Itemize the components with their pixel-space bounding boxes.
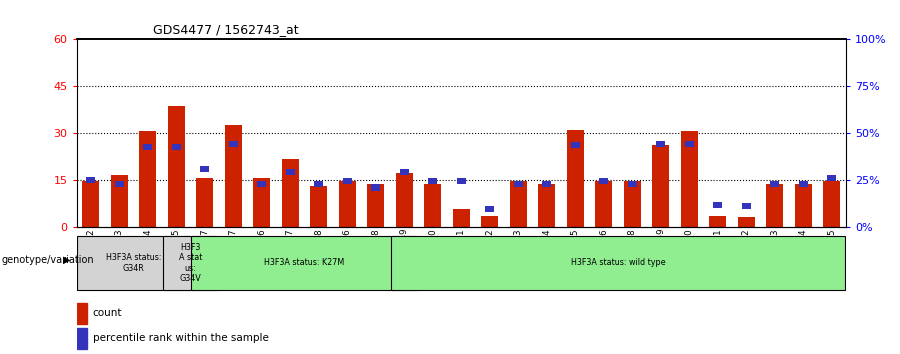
Bar	[457, 178, 465, 184]
Bar	[310, 186, 328, 227]
Bar	[143, 144, 152, 150]
Bar	[543, 181, 551, 188]
Bar	[338, 181, 356, 227]
FancyBboxPatch shape	[77, 236, 190, 290]
Bar	[738, 217, 755, 227]
Bar	[571, 142, 580, 148]
Bar	[253, 178, 270, 227]
Bar	[286, 169, 294, 175]
Bar	[709, 216, 726, 227]
Bar	[482, 216, 499, 227]
Bar	[424, 184, 441, 227]
Bar	[115, 181, 123, 188]
Bar	[343, 178, 352, 184]
Text: count: count	[93, 308, 122, 318]
Bar	[428, 178, 437, 184]
Bar	[742, 203, 751, 209]
Bar	[257, 181, 266, 188]
Text: H3F3A status: wild type: H3F3A status: wild type	[571, 258, 665, 267]
Bar	[538, 184, 555, 227]
Bar	[656, 141, 665, 147]
Bar	[396, 173, 413, 227]
Bar	[680, 131, 698, 227]
Bar	[111, 175, 128, 227]
Bar	[76, 303, 86, 324]
Text: ▶: ▶	[63, 255, 70, 265]
Bar	[770, 181, 779, 188]
Bar	[282, 159, 299, 227]
Bar	[599, 178, 608, 184]
Bar	[714, 201, 722, 208]
Text: GDS4477 / 1562743_at: GDS4477 / 1562743_at	[153, 23, 299, 36]
Bar	[140, 131, 157, 227]
Bar	[514, 181, 523, 188]
Bar	[172, 144, 181, 150]
Text: H3F3A status: K27M: H3F3A status: K27M	[265, 258, 345, 267]
Bar	[167, 106, 184, 227]
Bar	[795, 184, 812, 227]
FancyBboxPatch shape	[192, 236, 418, 290]
Text: percentile rank within the sample: percentile rank within the sample	[93, 333, 268, 343]
Bar	[824, 181, 841, 227]
Bar	[196, 178, 213, 227]
Text: H3F3A status:
G34R: H3F3A status: G34R	[106, 253, 161, 273]
Bar	[229, 141, 238, 147]
Bar	[453, 209, 470, 227]
Bar	[314, 181, 323, 188]
Text: H3F3
A stat
us:
G34V: H3F3 A stat us: G34V	[179, 243, 203, 283]
Bar	[509, 181, 526, 227]
Bar	[799, 181, 807, 188]
Bar	[624, 181, 641, 227]
Bar	[628, 181, 636, 188]
Bar	[367, 184, 384, 227]
Bar	[201, 166, 209, 172]
FancyBboxPatch shape	[163, 236, 218, 290]
Bar	[567, 130, 584, 227]
Bar	[485, 206, 494, 212]
Bar	[86, 177, 95, 183]
Bar	[766, 184, 783, 227]
Bar	[652, 145, 670, 227]
Bar	[827, 175, 836, 181]
Text: genotype/variation: genotype/variation	[2, 255, 94, 265]
Bar	[76, 328, 86, 348]
Bar	[82, 181, 99, 227]
FancyBboxPatch shape	[391, 236, 845, 290]
Bar	[400, 169, 409, 175]
Bar	[225, 125, 242, 227]
Bar	[372, 184, 380, 190]
Bar	[595, 181, 612, 227]
Bar	[685, 141, 694, 147]
